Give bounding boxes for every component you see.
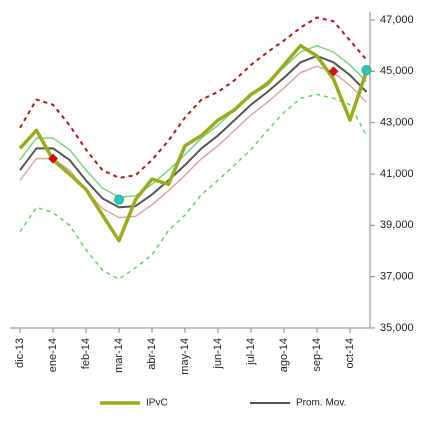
- series-line: [19, 93, 368, 280]
- y-tick-label: 43,000: [380, 117, 414, 129]
- x-tick-label: ene-14: [47, 338, 59, 372]
- marker: [114, 194, 124, 205]
- y-tick-label: 35,000: [380, 322, 414, 334]
- series-line: [19, 54, 368, 209]
- x-tick-label: ago-14: [278, 338, 290, 372]
- x-tick-label: jul-14: [245, 338, 257, 366]
- y-tick-label: 39,000: [380, 219, 414, 231]
- x-tick-label: mar-14: [113, 338, 125, 373]
- x-tick-label: jun-14: [212, 338, 224, 370]
- x-tick-label: dic-13: [14, 338, 26, 368]
- legend-label: Prom. Mov.: [296, 398, 346, 409]
- y-tick-label: 37,000: [380, 271, 414, 283]
- y-tick-label: 45,000: [380, 65, 414, 77]
- y-tick-label: 41,000: [380, 168, 414, 180]
- marker: [328, 66, 339, 77]
- x-tick-label: oct-14: [344, 338, 356, 369]
- x-tick-label: may-14: [179, 338, 191, 375]
- y-tick-label: 47,000: [380, 14, 414, 26]
- series-line: [18, 43, 369, 243]
- marker: [48, 153, 58, 164]
- x-tick-label: abr-14: [146, 338, 158, 370]
- marker: [361, 65, 372, 76]
- series-line: [19, 16, 368, 179]
- legend-label: IPvC: [146, 398, 168, 409]
- x-tick-label: sep-14: [311, 338, 323, 372]
- x-tick-label: feb-14: [80, 338, 92, 369]
